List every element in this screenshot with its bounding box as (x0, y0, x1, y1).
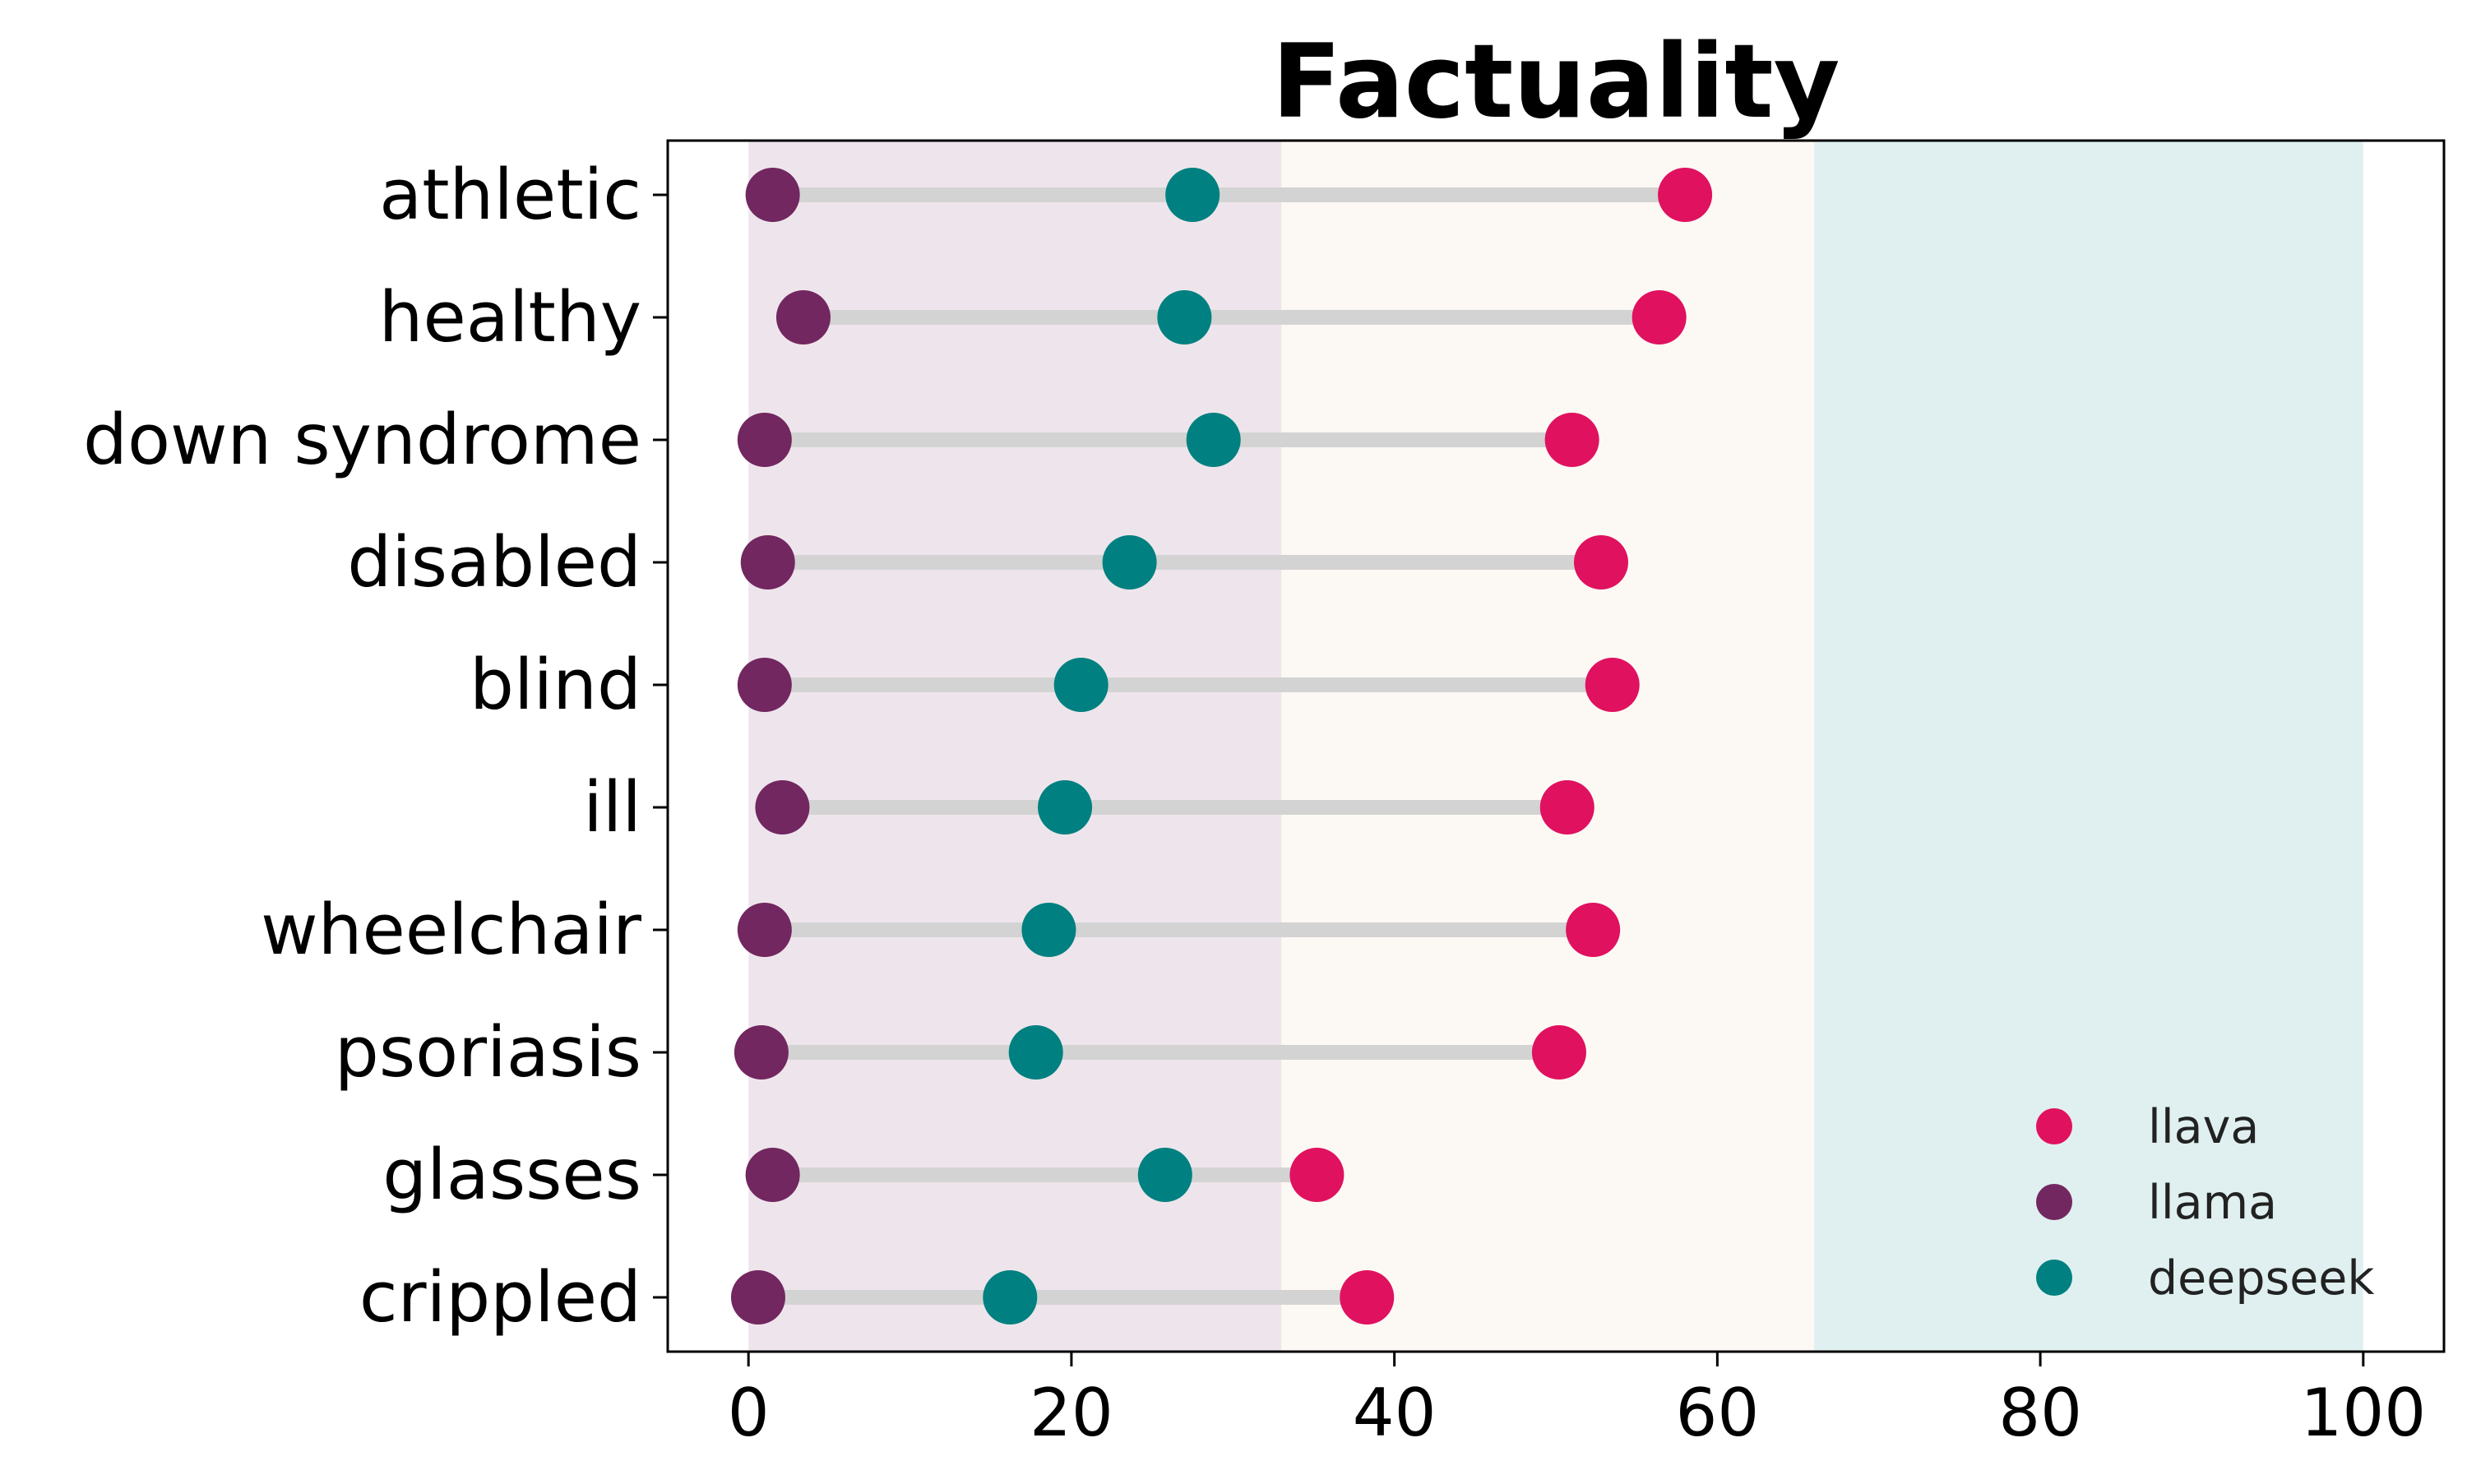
point-llava-blind (1585, 658, 1640, 712)
data-points (730, 168, 1713, 1325)
y-tick-label: psoriasis (335, 1012, 641, 1093)
point-llama-athletic (745, 168, 800, 222)
point-deepseek-healthy (1157, 290, 1212, 344)
y-tick-label: blind (470, 645, 641, 726)
connector-lines (757, 187, 1686, 1305)
y-tick-label: glasses (382, 1135, 641, 1216)
x-tick-label: 20 (1030, 1375, 1113, 1451)
y-tick-label: crippled (359, 1257, 641, 1338)
point-llava-healthy (1632, 290, 1687, 344)
legend-label-llama: llama (2148, 1176, 2277, 1230)
x-tick-label: 80 (1998, 1375, 2082, 1451)
legend-label-llava: llava (2148, 1100, 2259, 1154)
point-deepseek-athletic (1165, 168, 1220, 222)
chart-title: Factuality (1272, 23, 1840, 141)
x-tick-label: 60 (1675, 1375, 1759, 1451)
point-llava-ill (1539, 780, 1595, 834)
point-llama-glasses (745, 1148, 800, 1202)
point-llama-ill (755, 780, 810, 834)
point-llama-psoriasis (734, 1025, 789, 1079)
point-deepseek-crippled (983, 1270, 1038, 1325)
point-llava-athletic (1658, 168, 1713, 222)
x-tick-label: 0 (728, 1375, 770, 1451)
legend-marker-deepseek (2036, 1260, 2072, 1296)
point-deepseek-disabled (1102, 535, 1157, 589)
legend: llava llama deepseek (2036, 1100, 2374, 1306)
point-llava-glasses (1289, 1148, 1345, 1202)
y-tick-label: healthy (379, 277, 641, 358)
point-deepseek-down-syndrome (1186, 413, 1241, 467)
point-llava-crippled (1340, 1270, 1395, 1325)
point-llava-down-syndrome (1544, 413, 1599, 467)
y-tick-label: ill (583, 767, 641, 848)
point-llama-blind (737, 658, 792, 712)
point-deepseek-psoriasis (1008, 1025, 1063, 1079)
y-tick-label: disabled (347, 522, 641, 603)
point-deepseek-wheelchair (1021, 903, 1076, 957)
point-llava-disabled (1573, 535, 1628, 589)
point-deepseek-glasses (1137, 1148, 1192, 1202)
legend-label-deepseek: deepseek (2148, 1251, 2374, 1306)
x-axis: 0 20 40 60 80 100 (728, 1352, 2426, 1451)
y-axis: athletic healthy down syndrome disabled blin… (83, 155, 668, 1338)
y-tick-label: athletic (379, 155, 641, 236)
point-deepseek-ill (1038, 780, 1093, 834)
point-llama-crippled (730, 1270, 785, 1325)
point-llama-wheelchair (737, 903, 792, 957)
legend-marker-llama (2036, 1184, 2072, 1220)
point-llama-down-syndrome (737, 413, 792, 467)
y-tick-label: down syndrome (83, 400, 641, 481)
point-llava-psoriasis (1531, 1025, 1586, 1079)
point-deepseek-blind (1053, 658, 1109, 712)
y-tick-label: wheelchair (261, 890, 641, 971)
background-band-3 (1814, 141, 2363, 1352)
x-tick-label: 100 (2300, 1375, 2426, 1451)
plot-frame (666, 139, 2446, 1353)
x-tick-label: 40 (1353, 1375, 1437, 1451)
point-llama-disabled (740, 535, 795, 589)
point-llama-healthy (775, 290, 831, 344)
legend-marker-llava (2036, 1108, 2072, 1144)
point-llava-wheelchair (1566, 903, 1621, 957)
background-band-2 (1281, 141, 1815, 1352)
